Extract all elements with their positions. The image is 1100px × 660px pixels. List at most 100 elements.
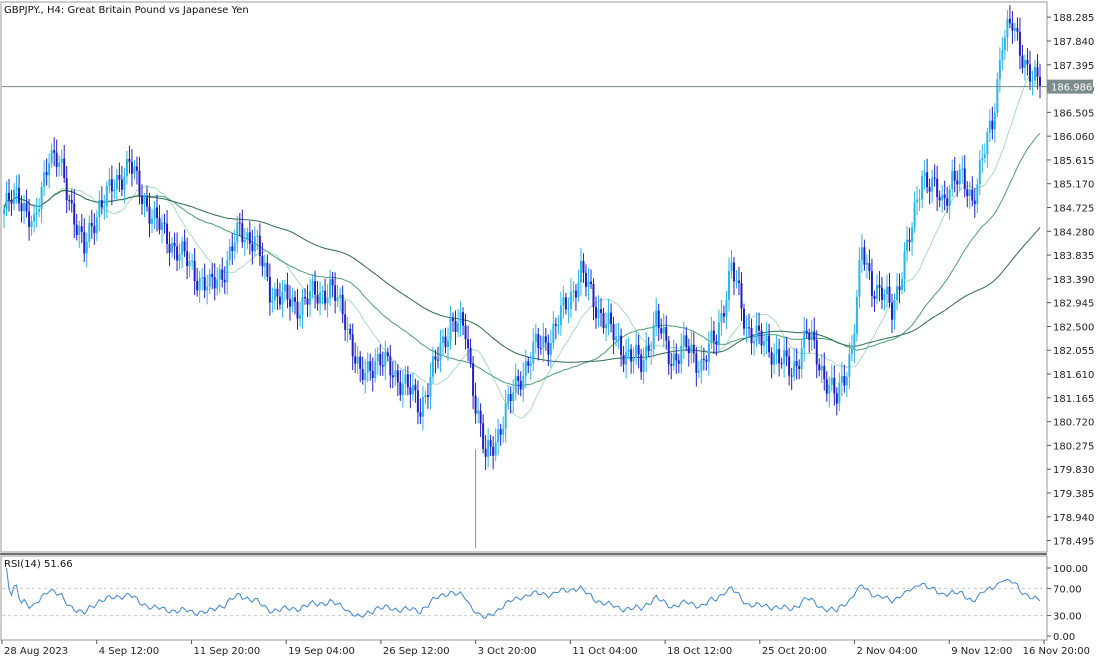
price-tick-label: 187.840 <box>1053 37 1094 48</box>
candle-body <box>186 251 189 267</box>
candle-body <box>479 410 482 424</box>
candle-body <box>198 278 201 291</box>
candle-body <box>469 347 472 364</box>
candle-body <box>401 383 404 395</box>
candle-body <box>838 382 841 404</box>
candle-body <box>60 158 63 163</box>
symbol-label: GBPJPY. <box>4 5 41 16</box>
candle-body <box>191 260 194 262</box>
candle-body <box>549 343 552 355</box>
candle-body <box>238 222 241 224</box>
candle-body <box>211 273 214 278</box>
candle-body <box>304 296 307 299</box>
candle-body <box>680 345 683 364</box>
candle-body <box>176 246 179 261</box>
candle-body <box>13 189 16 204</box>
candle-body <box>115 174 118 190</box>
candle-body <box>10 199 13 204</box>
time-tick-label: 2 Nov 04:00 <box>857 646 918 657</box>
time-tick-label: 3 Oct 20:00 <box>478 646 537 657</box>
candle-body <box>444 336 447 348</box>
price-tick-label: 179.830 <box>1053 465 1094 476</box>
candle-body <box>554 323 557 326</box>
candle-body <box>896 286 899 301</box>
candle-body <box>140 195 143 204</box>
candle-body <box>8 192 11 200</box>
candle-body <box>584 272 587 287</box>
candle-body <box>497 429 500 443</box>
candle-body <box>178 254 181 261</box>
candle-body <box>883 294 886 300</box>
candle-body <box>522 376 525 390</box>
candle-body <box>394 370 397 378</box>
candle-body <box>931 177 934 192</box>
candle-body <box>346 328 349 330</box>
candle-body <box>113 189 116 192</box>
price-tick-label: 178.495 <box>1053 537 1094 548</box>
candle-body <box>845 376 848 386</box>
candle-body <box>660 328 663 334</box>
candle-body <box>888 286 891 303</box>
candle-body <box>941 194 944 201</box>
candle-body <box>20 203 23 212</box>
candle-body <box>344 314 347 330</box>
chart-header: GBPJPY., H4: Great Britain Pound vs Japa… <box>4 5 249 16</box>
candle-body <box>720 313 723 323</box>
candle-body <box>670 364 673 366</box>
candle-body <box>33 214 36 222</box>
candle-body <box>1026 59 1029 65</box>
candle-body <box>1016 28 1019 32</box>
candle-body <box>863 247 866 265</box>
price-tick-label: 181.610 <box>1053 370 1094 381</box>
candle-body <box>253 236 256 252</box>
candle-body <box>547 342 550 355</box>
candle-body <box>544 336 547 343</box>
candle-body <box>223 279 226 283</box>
candle-body <box>221 269 224 280</box>
candle-body <box>63 158 66 179</box>
candle-body <box>966 189 969 197</box>
candle-body <box>640 354 643 373</box>
candle-body <box>732 262 735 282</box>
candle-body <box>1008 18 1011 24</box>
candle-body <box>424 394 427 398</box>
price-tick-label: 179.385 <box>1053 489 1094 500</box>
candle-body <box>384 352 387 367</box>
candle-body <box>605 324 608 329</box>
candle-body <box>351 334 354 357</box>
candle-body <box>301 296 304 315</box>
candle-body <box>860 247 863 261</box>
candle-body <box>118 174 121 180</box>
candle-body <box>921 175 924 200</box>
candle-body <box>589 281 592 284</box>
candle-body <box>823 365 826 380</box>
candle-body <box>870 271 873 297</box>
candle-body <box>645 345 648 360</box>
candle-body <box>233 242 236 252</box>
candle-body <box>1018 31 1021 56</box>
candle-body <box>331 279 334 286</box>
candle-body <box>936 178 939 198</box>
candle-body <box>760 330 763 346</box>
rsi-tick-label: 0.00 <box>1053 632 1075 643</box>
candle-body <box>778 349 781 364</box>
rsi-tick-label: 30.00 <box>1053 612 1082 623</box>
candle-body <box>780 363 783 365</box>
price-tick-label: 185.615 <box>1053 156 1094 167</box>
time-tick-label: 11 Sep 20:00 <box>193 646 260 657</box>
candle-body <box>710 330 713 344</box>
candle-body <box>18 187 21 204</box>
candle-body <box>968 189 971 197</box>
candle-body <box>409 387 412 395</box>
time-tick-label: 18 Oct 12:00 <box>667 646 732 657</box>
candle-body <box>800 347 803 370</box>
candle-body <box>755 325 758 342</box>
candle-body <box>396 370 399 383</box>
candle-body <box>903 251 906 279</box>
candle-body <box>996 79 999 113</box>
candle-body <box>173 242 176 247</box>
candle-body <box>399 382 402 395</box>
candle-body <box>514 376 517 393</box>
candle-body <box>381 365 384 367</box>
